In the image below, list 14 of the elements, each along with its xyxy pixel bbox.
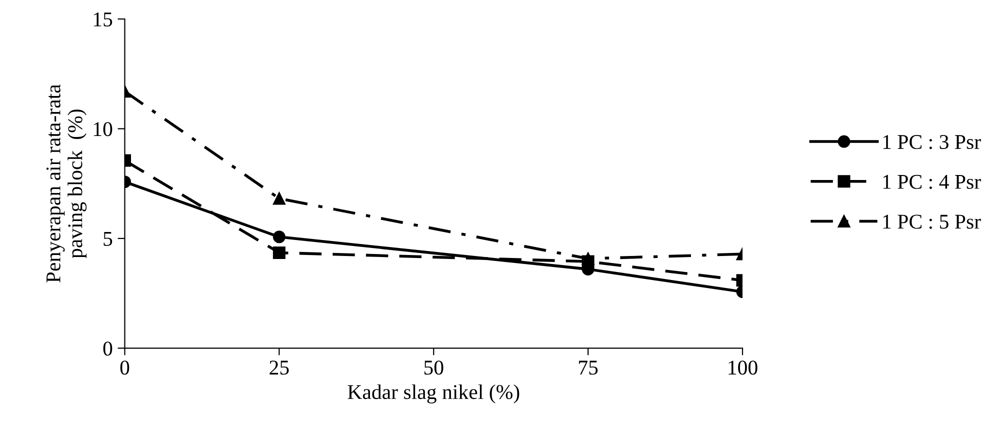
y-tick-label: 10 (94, 122, 112, 136)
y-tick-label: 15 (94, 12, 112, 26)
y-tick-label: 0 (103, 342, 112, 356)
x-axis-title: Kadar slag nikel (%) (348, 384, 520, 404)
x-tick-label: 100 (728, 360, 758, 375)
legend-label: 1 PC : 3 Psr (883, 135, 981, 150)
x-tick-label: 75 (579, 360, 598, 375)
y-axis-title: Penyerapan air rata-rata paving block (%) (46, 84, 87, 282)
legend-label: 1 PC : 5 Psr (883, 214, 981, 229)
x-tick-label: 50 (424, 360, 444, 375)
legend-label: 1 PC : 4 Psr (883, 174, 981, 189)
x-tick-label: 25 (270, 360, 289, 375)
x-tick-label: 0 (120, 360, 130, 375)
y-tick-label: 5 (104, 232, 112, 246)
